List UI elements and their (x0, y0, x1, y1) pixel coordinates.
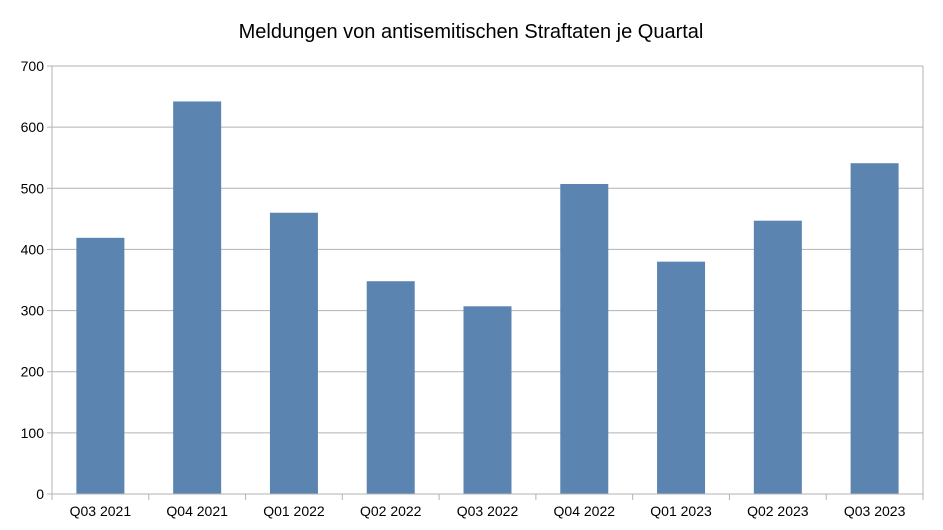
bar (463, 306, 512, 494)
x-tick-label: Q01 2022 (263, 503, 325, 519)
bar (269, 212, 318, 494)
y-tick-label: 300 (21, 303, 45, 319)
x-tick-label: Q03 2023 (844, 503, 906, 519)
y-axis-ticks: 0 100 200 300 400 500 600 700 (21, 58, 52, 502)
bar (76, 237, 125, 494)
x-tick-label: Q03 2021 (70, 503, 132, 519)
x-tick-label: Q02 2023 (747, 503, 809, 519)
x-tick-label: Q04 2022 (554, 503, 616, 519)
y-tick-label: 600 (21, 119, 45, 135)
bar (560, 184, 609, 494)
chart-title: Meldungen von antisemitischen Straftaten… (239, 21, 704, 43)
y-tick-label: 0 (36, 486, 44, 502)
bar (753, 220, 802, 495)
y-tick-label: 700 (21, 58, 45, 74)
axes (51, 66, 924, 495)
y-tick-label: 400 (21, 241, 45, 257)
x-tick-label: Q04 2021 (166, 503, 228, 519)
x-tick-label: Q02 2022 (360, 503, 422, 519)
y-tick-label: 100 (21, 425, 45, 441)
bars (76, 101, 899, 495)
bar (850, 163, 899, 494)
bar (366, 281, 415, 494)
bar (657, 261, 706, 494)
x-tick-label: Q01 2023 (650, 503, 712, 519)
y-tick-label: 500 (21, 180, 45, 196)
x-tick-label: Q03 2022 (457, 503, 519, 519)
x-axis-ticks: Q03 2021 Q04 2021 Q01 2022 Q02 2022 Q03 2022… (51, 494, 924, 519)
y-tick-label: 200 (21, 364, 45, 380)
bar (173, 101, 222, 494)
